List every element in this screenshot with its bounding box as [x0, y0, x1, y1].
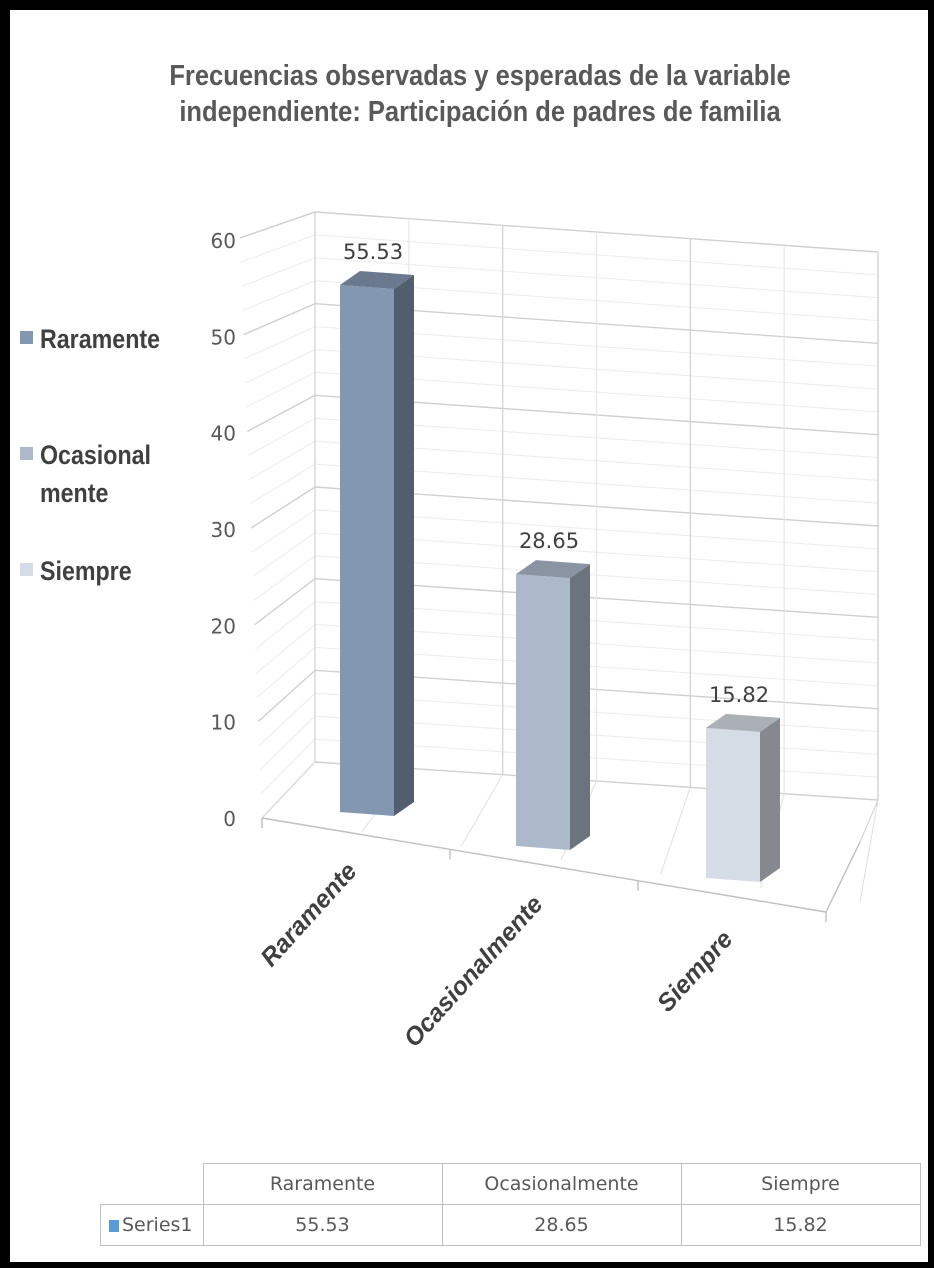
gridline-floor [460, 774, 504, 847]
gridline-side [256, 624, 316, 674]
legend-label-siempre: Siempre [40, 556, 132, 586]
gridline-floor [261, 761, 316, 819]
bar-side-face [760, 717, 780, 882]
bar-front-face [340, 285, 394, 816]
data-table-value-raramente: 55.53 [202, 1204, 443, 1246]
wall-top-edge [239, 211, 316, 239]
series-swatch [109, 1220, 119, 1232]
gridline-side [260, 738, 316, 795]
legend-label-ocasionalmente: Ocasional mente [40, 440, 151, 508]
gridline-side [245, 349, 316, 384]
bar-top-face [706, 713, 780, 732]
plot-area: 0 10 20 30 40 50 60 55.53 28.65 15.82 Raramente Oca… [211, 211, 879, 1053]
y-tick-label: 30 [211, 518, 236, 542]
gridline-side [257, 647, 316, 698]
legend-swatch-ocasionalmente [20, 447, 33, 460]
bar-top-face [340, 271, 414, 289]
series-name: Series1 [122, 1214, 193, 1236]
gridline-side [255, 601, 316, 650]
data-table-header-raramente: Raramente [202, 1163, 443, 1205]
gridline-side [251, 509, 316, 553]
y-tick-label: 10 [211, 711, 236, 735]
data-label-siempre: 15.82 [709, 683, 769, 707]
data-table-value-ocasionalmente: 28.65 [441, 1204, 682, 1246]
bar-side-face [570, 564, 590, 850]
bar-front-face [706, 727, 760, 882]
chart-title: Frecuencias observadas y esperadas de la… [169, 60, 791, 128]
bar-front-face [516, 574, 570, 850]
gridline-floor [859, 799, 879, 903]
gridline-side [254, 578, 316, 626]
grid-lines [239, 211, 879, 903]
bar-side-face [394, 275, 414, 816]
y-tick-label: 20 [211, 614, 236, 638]
wall-right-floor-edge [859, 799, 879, 843]
data-table-corner [100, 1163, 204, 1205]
category-label-raramente: Raramente [255, 857, 362, 972]
data-table-header-ocasionalmente: Ocasionalmente [441, 1163, 682, 1205]
data-table-row: Series1 55.53 28.65 15.82 [100, 1204, 921, 1246]
data-table-value-siempre: 15.82 [680, 1204, 921, 1246]
gridline-side [244, 326, 316, 360]
data-table: Raramente Ocasionalmente Siempre Series1… [100, 1163, 921, 1246]
y-tick-label: 0 [223, 807, 236, 831]
gridline-side [242, 280, 316, 311]
gridline-side [249, 463, 316, 505]
bar-raramente [340, 271, 414, 816]
data-table-header-siempre: Siempre [680, 1163, 921, 1205]
data-label-raramente: 55.53 [343, 240, 403, 264]
bar-siempre [706, 713, 780, 882]
gridline-side [246, 371, 316, 408]
gridline-floor [660, 787, 691, 875]
data-table-series-label: Series1 [100, 1204, 204, 1246]
bars [340, 271, 780, 882]
gridline-side [250, 486, 316, 529]
x-axis-line [261, 817, 827, 913]
gridline-side [243, 303, 316, 336]
gridline-side [240, 234, 316, 263]
y-tick-label: 40 [211, 422, 236, 446]
y-tick-label: 60 [211, 229, 236, 253]
bar-ocasionalmente [516, 560, 590, 850]
bar-top-face [516, 560, 590, 579]
category-label-ocasionalmente: Ocasionalmente [398, 890, 548, 1052]
axes [261, 817, 861, 922]
gridline-side [248, 417, 316, 456]
gridline-side [247, 394, 316, 432]
gridline-side [241, 257, 316, 287]
y-tick-label: 50 [211, 325, 236, 349]
legend-swatch-siempre [20, 563, 33, 576]
gridline-side [248, 440, 316, 481]
gridline-side [257, 669, 316, 722]
gridline-side [259, 715, 316, 771]
data-table-header-row: Raramente Ocasionalmente Siempre [100, 1163, 921, 1205]
gridline-side [252, 532, 316, 577]
x-axis-right-edge [825, 841, 861, 913]
gridline-side [253, 555, 316, 601]
category-label-siempre: Siempre [652, 925, 739, 1017]
gridline-side [258, 692, 316, 746]
data-label-ocasionalmente: 28.65 [519, 529, 579, 553]
legend-label-raramente: Raramente [40, 324, 161, 354]
legend-swatch-raramente [20, 331, 33, 344]
